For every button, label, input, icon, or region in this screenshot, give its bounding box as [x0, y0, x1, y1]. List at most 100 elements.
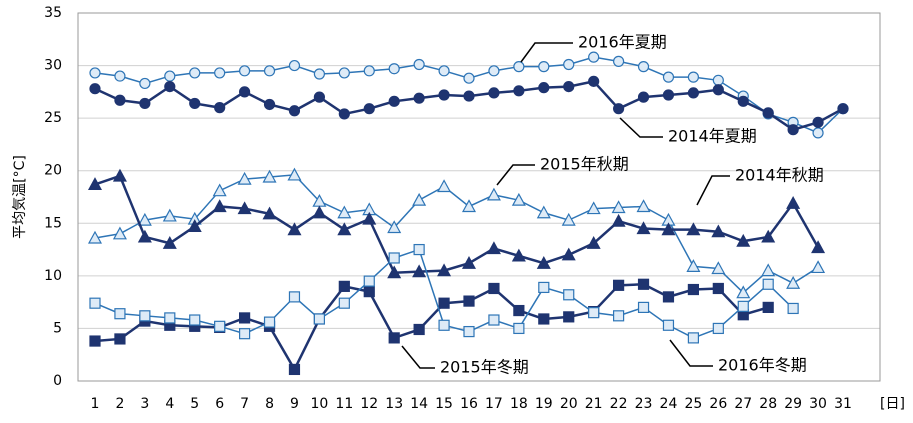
point [263, 65, 276, 77]
point [288, 105, 301, 117]
point [486, 187, 501, 201]
x-tick-label: 4 [165, 396, 174, 412]
point [239, 65, 251, 77]
point [712, 322, 724, 335]
series-label: 2014年夏期 [668, 127, 757, 146]
point [87, 177, 103, 190]
point [164, 70, 176, 82]
x-tick-label: 5 [190, 396, 199, 412]
point [588, 75, 600, 87]
point [662, 71, 675, 83]
point [239, 312, 251, 324]
point [661, 222, 676, 236]
x-tick-label: 23 [635, 396, 653, 412]
point [538, 313, 550, 325]
point [762, 278, 774, 290]
series-line [94, 174, 820, 274]
leader-line [496, 164, 535, 186]
point [486, 241, 501, 255]
point [563, 311, 575, 323]
point [812, 127, 824, 139]
point [162, 208, 177, 222]
point [263, 98, 276, 111]
point [412, 192, 427, 206]
series-label: 2015年冬期 [440, 358, 529, 377]
point [461, 199, 477, 213]
point [388, 63, 400, 75]
point [612, 279, 625, 291]
point [139, 77, 151, 90]
point [288, 291, 301, 303]
point [239, 328, 251, 340]
point [387, 265, 402, 279]
point [812, 116, 824, 128]
point [263, 316, 276, 328]
point [612, 55, 625, 67]
point [513, 322, 525, 335]
leader-line [696, 175, 730, 206]
point [762, 107, 774, 119]
x-tick-label: 10 [310, 396, 328, 412]
point [586, 201, 601, 215]
point [162, 236, 177, 249]
point [712, 84, 724, 96]
point [114, 333, 126, 345]
point [636, 221, 651, 235]
point [363, 275, 375, 287]
point [114, 70, 126, 82]
point [636, 199, 651, 213]
point [463, 72, 475, 84]
point [588, 51, 600, 63]
point [686, 222, 701, 236]
x-tick-label: 26 [709, 396, 727, 412]
series-label: 2016年夏期 [578, 33, 667, 52]
x-tick-label: 7 [240, 396, 249, 412]
point [437, 179, 452, 193]
x-tick-label: 14 [410, 396, 428, 412]
leader-line [401, 345, 435, 369]
series-line [94, 174, 819, 294]
point [89, 67, 101, 79]
x-tick-label: 18 [510, 396, 528, 412]
point [737, 95, 749, 107]
point [112, 226, 127, 240]
point [461, 255, 477, 269]
x-unit-label: [日] [880, 396, 905, 412]
point [413, 323, 425, 336]
point [89, 297, 101, 309]
x-tick-label: 19 [535, 396, 553, 412]
point [488, 65, 500, 77]
point [811, 260, 826, 274]
point [214, 320, 226, 332]
point [388, 252, 400, 264]
point [711, 261, 726, 275]
point [536, 255, 551, 269]
point [662, 319, 675, 331]
point [637, 278, 650, 290]
point [89, 335, 101, 347]
point [561, 212, 576, 226]
point [712, 282, 724, 295]
point [313, 91, 325, 103]
point [114, 308, 126, 320]
point [214, 67, 226, 79]
point [563, 289, 575, 301]
point [488, 282, 500, 295]
point [137, 229, 152, 243]
x-tick-label: 3 [140, 396, 149, 412]
point [212, 199, 227, 213]
point [538, 61, 550, 73]
point [139, 97, 151, 110]
point [786, 196, 801, 209]
x-tick-label: 16 [460, 396, 478, 412]
point [187, 219, 202, 233]
point [736, 285, 751, 299]
point [112, 168, 127, 182]
x-tick-label: 15 [435, 396, 453, 412]
point [563, 80, 575, 93]
point [87, 230, 103, 244]
point [612, 310, 625, 322]
point [588, 307, 600, 319]
point [114, 94, 126, 106]
